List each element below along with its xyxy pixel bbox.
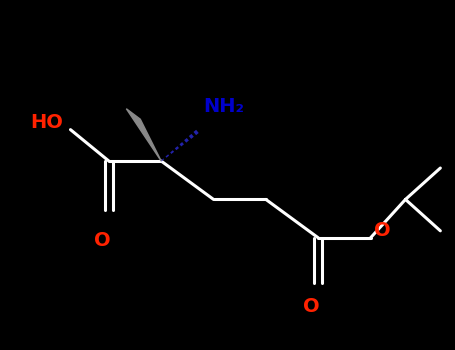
Text: HO: HO xyxy=(30,113,64,132)
Text: O: O xyxy=(374,221,391,240)
Text: O: O xyxy=(303,297,319,316)
Text: O: O xyxy=(94,231,110,250)
Polygon shape xyxy=(126,109,161,161)
Text: NH₂: NH₂ xyxy=(203,97,244,116)
